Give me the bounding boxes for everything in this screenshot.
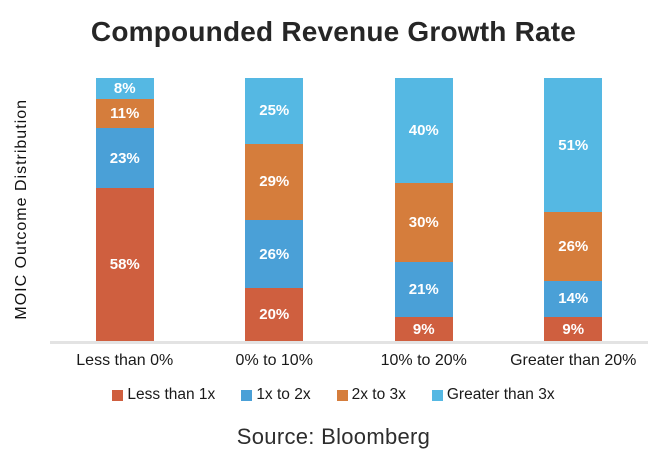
stacked-bar: 9% 14% 26% 51% [544,78,603,341]
bar-column: 9% 21% 30% 40% [349,78,499,341]
segment-value-label: 8% [113,80,136,98]
segment-value-label: 9% [562,320,585,338]
bar-segment-1x-to-2x: 14% [544,280,603,318]
segment-value-label: 9% [412,320,435,338]
legend-item: Less than 1x [112,386,215,404]
stacked-bar: 20% 26% 29% 25% [245,78,304,341]
bar-segment-2x-to-3x: 29% [245,143,304,221]
segment-value-label: 30% [408,214,439,232]
stacked-bar: 9% 21% 30% 40% [394,78,453,341]
legend-item: Greater than 3x [431,386,555,404]
segment-value-label: 11% [110,105,140,123]
legend-swatch-icon [431,389,443,401]
legend: Less than 1x 1x to 2x 2x to 3x Greater than… [0,386,667,404]
segment-value-label: 26% [558,237,589,255]
segment-value-label: 23% [109,149,140,167]
bar-segment-greater-than-3x: 8% [95,78,154,100]
bar-segment-2x-to-3x: 30% [394,183,453,263]
bar-segment-greater-than-3x: 40% [394,78,453,184]
segment-value-label: 51% [558,136,589,154]
x-axis-tick-row: Less than 0% 0% to 10% 10% to 20% Greater t… [50,352,648,370]
legend-label: 1x to 2x [256,386,311,403]
legend-swatch-icon [241,389,253,401]
segment-value-label: 40% [408,122,439,140]
legend-swatch-icon [112,389,124,401]
bar-segment-less-than-1x: 9% [394,317,453,341]
x-tick-label: Less than 0% [76,352,174,369]
y-axis-label-wrap: MOIC Outcome Distribution [8,78,36,341]
legend-label: 2x to 3x [351,386,406,403]
segment-value-label: 21% [408,281,439,299]
x-tick-label: Greater than 20% [510,352,637,369]
legend-item: 2x to 3x [336,386,406,404]
bar-segment-1x-to-2x: 26% [245,220,304,289]
segment-value-label: 14% [558,290,589,308]
segment-value-label: 29% [259,173,290,191]
legend-label: Less than 1x [127,386,216,403]
bar-segment-less-than-1x: 9% [544,317,603,341]
segment-value-label: 20% [259,306,290,324]
bar-segment-1x-to-2x: 21% [394,262,453,318]
source-caption: Source: Bloomberg [236,424,431,449]
bar-segment-greater-than-3x: 51% [544,78,603,213]
stacked-bar: 58% 23% 11% 8% [95,78,154,341]
bar-segment-2x-to-3x: 26% [544,212,603,281]
bar-segment-greater-than-3x: 25% [245,78,304,144]
plot-area: 58% 23% 11% 8% 20% 26% 29% 25% 9% 21% 30% 40% 9% 14% 2… [50,78,648,341]
segment-value-label: 26% [259,245,290,263]
legend-label: Greater than 3x [446,386,555,403]
bar-column: 58% 23% 11% 8% [50,78,200,341]
bar-segment-1x-to-2x: 23% [95,127,154,189]
legend-swatch-icon [336,389,348,401]
x-axis-line [50,341,648,344]
x-tick-label: 10% to 20% [380,352,467,369]
segment-value-label: 58% [109,256,140,274]
bar-segment-2x-to-3x: 11% [95,99,154,128]
bar-column: 20% 26% 29% 25% [200,78,350,341]
segment-value-label: 25% [259,102,290,120]
x-tick-label: 0% to 10% [235,352,313,369]
bar-segment-less-than-1x: 58% [95,188,154,341]
bar-column: 9% 14% 26% 51% [499,78,649,341]
chart-title: Compounded Revenue Growth Rate [90,16,577,47]
bar-segment-less-than-1x: 20% [245,288,304,341]
y-axis-label: MOIC Outcome Distribution [13,99,30,320]
legend-item: 1x to 2x [241,386,311,404]
